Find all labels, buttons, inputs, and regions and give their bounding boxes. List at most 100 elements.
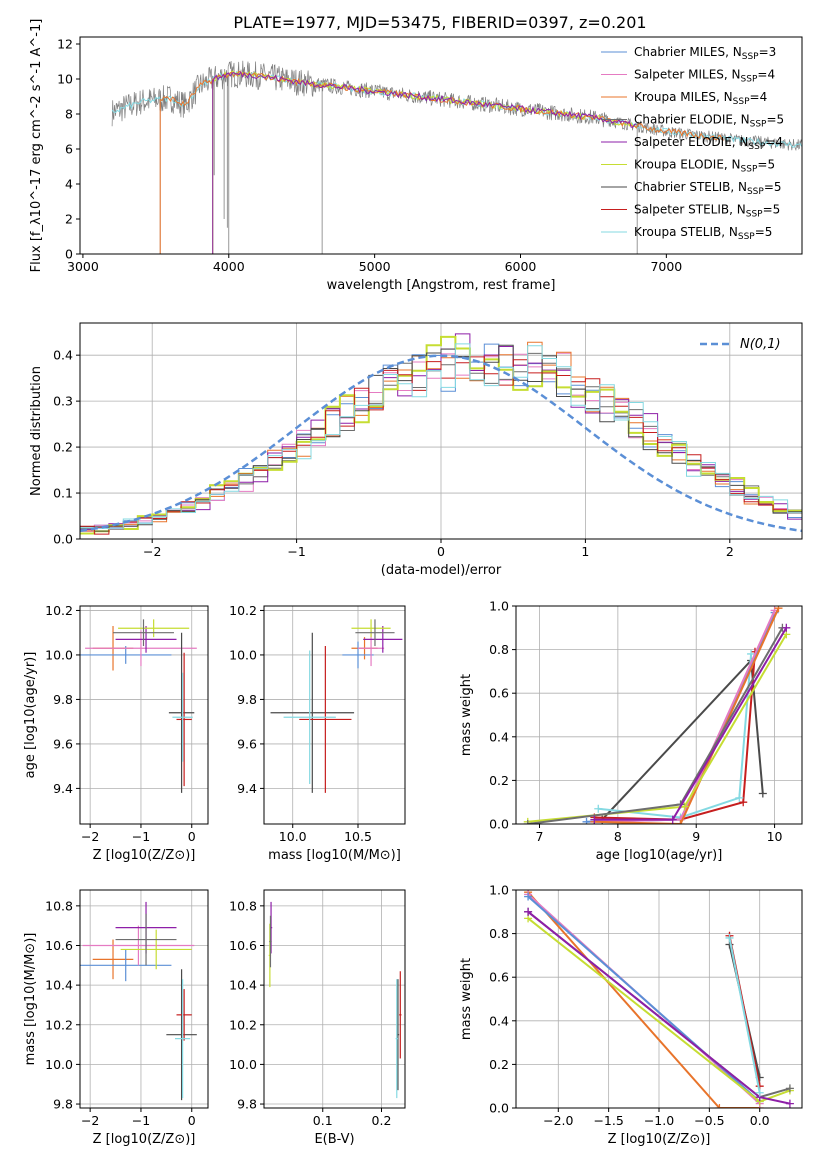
x-tick-label: −2: [81, 829, 99, 844]
weight-marker: [523, 820, 532, 824]
plot-area: [111, 60, 802, 254]
y-axis-label: mass weight: [459, 958, 474, 1040]
weight-line: [594, 651, 756, 821]
x-tick-label: 10: [767, 829, 783, 844]
histogram-kroupa-elodie: [80, 335, 802, 535]
spectrum-legend: Chabrier MILES, NSSP=3 Salpeter MILES, NS…: [601, 45, 784, 242]
weight-marker: [715, 1104, 724, 1108]
weight-marker: [582, 817, 591, 824]
x-tick-label: 0: [437, 544, 445, 559]
errorbar-kroupa-elodie: [120, 929, 192, 970]
errorbar-kroupa-elodie: [351, 619, 391, 638]
y-tick-label: 10.6: [229, 938, 257, 953]
errorbar-chabrier-miles: [80, 646, 172, 664]
y-tick-label: 10.0: [229, 647, 257, 662]
weight-line: [728, 937, 761, 1093]
x-tick-label: 2: [726, 544, 734, 559]
x-tick-label: 0: [188, 829, 196, 844]
y-tick-label: 9.6: [237, 736, 257, 751]
y-tick-label: 10.2: [229, 1017, 257, 1032]
y-tick-label: 9.8: [53, 1097, 73, 1112]
axes-weight-vs-Z: −2.0 −1.5 −1.0 −0.5 0.0 0.0 0.2 0.4 0.6 0.8 1.0 Z […: [459, 883, 803, 1147]
x-tick-label: 0: [188, 1113, 196, 1128]
axes-frame: [263, 889, 406, 1109]
y-tick-label: 8: [65, 107, 73, 122]
weight-marker: [668, 815, 677, 824]
weight-marker: [524, 907, 533, 916]
y-tick-label: 0.8: [489, 926, 509, 941]
axes-age-vs-mass: 10.0 10.5 9.4 9.6 9.8 10.0 10.2 mass [log10(M/M…: [229, 603, 406, 863]
x-axis-label: Z [log10(Z/Z⊙)]: [608, 1132, 711, 1147]
weight-marker: [735, 793, 744, 802]
weight-marker: [758, 789, 767, 798]
legend-label: Chabrier ELODIE, NSSP=5: [634, 113, 784, 130]
y-axis-label: mass weight: [459, 674, 474, 756]
errorbar-salpeter-miles: [82, 925, 195, 966]
weight-marker: [755, 1088, 764, 1097]
x-tick-label: −1.5: [593, 1113, 623, 1128]
y-tick-label: 0.1: [53, 486, 73, 501]
x-tick-label: −2: [143, 544, 161, 559]
axes-residuals: −2 −1 0 1 2 0.0 0.1 0.2 0.3 0.4 (data-model)/error…: [29, 322, 803, 578]
errorbar-kroupa-miles: [92, 939, 134, 980]
y-tick-label: 0.6: [489, 970, 509, 985]
errorbar-salpeter-stelib: [176, 989, 192, 1041]
legend-label: Kroupa STELIB, NSSP=5: [634, 225, 772, 242]
x-tick-label: −0.5: [694, 1113, 724, 1128]
y-tick-label: 10.0: [229, 1057, 257, 1072]
weight-series-kroupa-stelib: [725, 933, 764, 1097]
y-tick-label: 10.0: [45, 1057, 73, 1072]
x-tick-label: 3000: [67, 259, 99, 274]
axes-frame: [79, 889, 209, 1109]
y-tick-label: 10.0: [45, 647, 73, 662]
plot-area: [80, 333, 802, 535]
x-axis-label: Z [log10(Z/Z⊙)]: [93, 1132, 196, 1147]
errorbar-chabrier-elodie: [269, 915, 272, 968]
histogram-kroupa-stelib: [80, 343, 802, 530]
y-tick-label: 0.0: [489, 1101, 509, 1116]
y-tick-label: 9.4: [53, 781, 73, 796]
x-tick-label: 7000: [650, 259, 682, 274]
weight-marker: [725, 933, 734, 942]
y-tick-label: 0.4: [53, 348, 73, 363]
x-axis-label: age [log10(age/yr)]: [596, 848, 723, 863]
errorbar-chabrier-elodie: [355, 619, 395, 647]
y-axis-label: age [log10(age/yr)]: [23, 652, 38, 779]
y-tick-label: 0: [65, 247, 73, 262]
y-tick-label: 6: [65, 142, 73, 157]
weight-marker: [785, 1084, 794, 1093]
errorbar-chabrier-stelib: [270, 632, 355, 793]
weight-series-salpeter-elodie: [590, 623, 791, 824]
errorbar-chabrier-stelib: [168, 632, 195, 793]
x-tick-label: 0.0: [750, 1113, 770, 1128]
y-tick-label: 2: [65, 212, 73, 227]
y-tick-label: 0.6: [489, 686, 509, 701]
axes-mass-vs-Z: −2 −1 0 9.8 10.0 10.2 10.4 10.6 10.8 Z [log10(Z/Z…: [23, 889, 209, 1147]
x-tick-label: 7: [536, 829, 544, 844]
weight-marker: [785, 1099, 794, 1108]
legend-label: Kroupa ELODIE, NSSP=5: [634, 158, 775, 175]
x-tick-label: 9: [692, 829, 700, 844]
y-tick-label: 9.6: [53, 736, 73, 751]
figure-title: PLATE=1977, MJD=53475, FIBERID=0397, z=0…: [233, 13, 646, 32]
errorbar-salpeter-stelib: [299, 646, 352, 793]
x-tick-label: −2.0: [543, 1113, 573, 1128]
x-tick-label: −1: [287, 544, 305, 559]
errorbar-salpeter-elodie: [363, 626, 403, 653]
errorbar-kroupa-stelib: [395, 979, 398, 1099]
histogram-salpeter-stelib: [80, 356, 802, 535]
weight-marker: [594, 804, 603, 813]
x-axis-label: Z [log10(Z/Z⊙)]: [93, 848, 196, 863]
residuals-legend: N(0,1): [700, 337, 781, 352]
y-axis-label: mass [log10(M/M⊙)]: [23, 933, 38, 1066]
axes-frame: [263, 605, 406, 825]
y-tick-label: 10.6: [45, 938, 73, 953]
x-tick-label: −1: [132, 1113, 150, 1128]
y-tick-label: 9.4: [237, 781, 257, 796]
plot-area: [80, 901, 197, 1101]
weight-marker: [524, 892, 533, 901]
y-tick-label: 0.0: [53, 532, 73, 547]
histogram-salpeter-elodie: [80, 333, 802, 531]
weight-line: [527, 891, 760, 1108]
y-axis-label: Normed distribution: [29, 366, 44, 496]
